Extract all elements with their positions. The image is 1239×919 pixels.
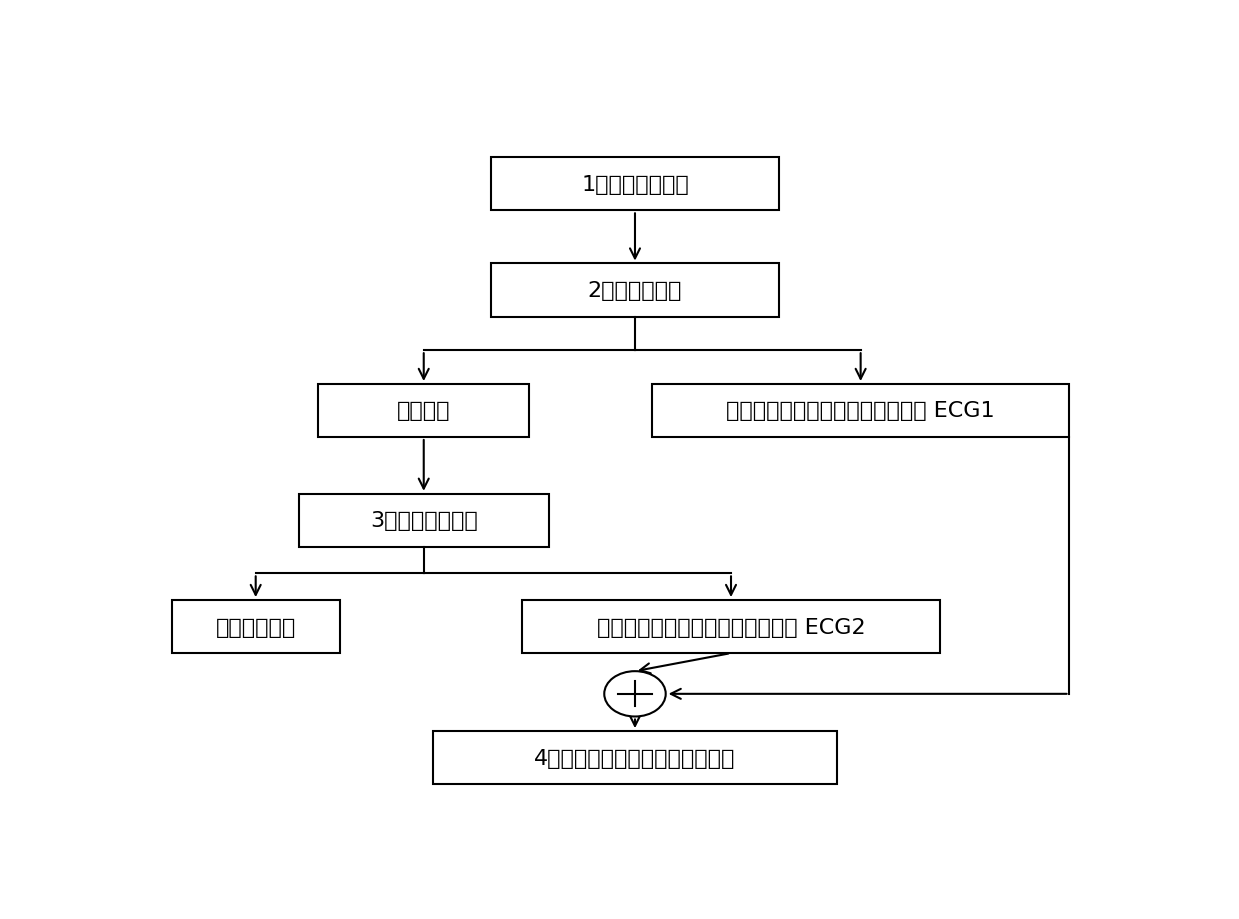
FancyBboxPatch shape	[299, 494, 549, 547]
FancyBboxPatch shape	[172, 600, 339, 653]
Text: 2、奇异谱分析: 2、奇异谱分析	[587, 280, 683, 301]
Text: 1、获取心电信号: 1、获取心电信号	[581, 175, 689, 195]
Text: 第二部分去除基线漂移的心电信号 ECG2: 第二部分去除基线漂移的心电信号 ECG2	[597, 617, 865, 637]
FancyBboxPatch shape	[652, 384, 1069, 437]
Circle shape	[605, 672, 665, 717]
Text: 4、最终去除基线漂移的心电信号: 4、最终去除基线漂移的心电信号	[534, 748, 736, 767]
Text: 残余基线漂移: 残余基线漂移	[216, 617, 296, 637]
FancyBboxPatch shape	[522, 600, 940, 653]
FancyBboxPatch shape	[491, 264, 779, 317]
Text: 3、变分模态分解: 3、变分模态分解	[370, 511, 477, 530]
FancyBboxPatch shape	[434, 732, 836, 784]
Text: 第一部分去除基线漂移的心电信号 ECG1: 第一部分去除基线漂移的心电信号 ECG1	[726, 401, 995, 421]
Text: 混疎信号: 混疎信号	[396, 401, 451, 421]
FancyBboxPatch shape	[318, 384, 529, 437]
FancyBboxPatch shape	[491, 158, 779, 211]
